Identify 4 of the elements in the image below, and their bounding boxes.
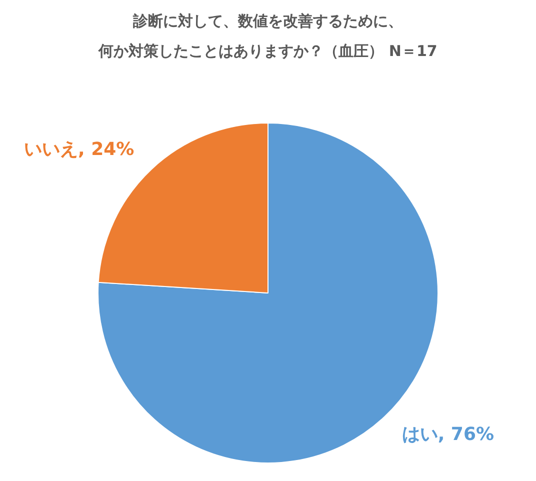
slice-label: はい, 76%: [402, 424, 494, 446]
chart-subtitle: 何か対策したことはありますか？（血圧） N＝17: [98, 42, 438, 60]
slice-label: いいえ, 24%: [24, 139, 134, 160]
chart-title: 診断に対して、数値を改善するために、: [132, 12, 403, 30]
